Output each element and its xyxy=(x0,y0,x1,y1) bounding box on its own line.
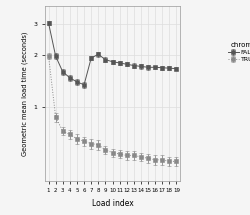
X-axis label: Load index: Load index xyxy=(92,199,134,208)
Legend: FALSE, TRUE: FALSE, TRUE xyxy=(226,41,250,63)
Y-axis label: Geometric mean load time (seconds): Geometric mean load time (seconds) xyxy=(21,31,28,156)
